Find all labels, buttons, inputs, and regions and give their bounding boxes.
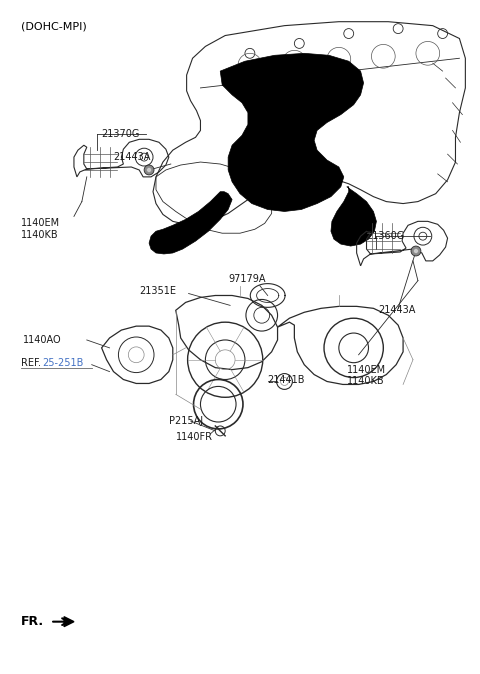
Text: 1140EM: 1140EM xyxy=(347,365,386,375)
Text: (DOHC-MPI): (DOHC-MPI) xyxy=(21,22,86,32)
Text: 97179A: 97179A xyxy=(228,274,265,284)
Text: 21370G: 21370G xyxy=(102,129,140,140)
Polygon shape xyxy=(64,617,74,627)
Text: 1140KB: 1140KB xyxy=(347,377,384,386)
Text: 1140FR: 1140FR xyxy=(176,432,213,442)
Circle shape xyxy=(144,165,154,175)
Polygon shape xyxy=(149,191,232,254)
Text: 21443A: 21443A xyxy=(378,305,416,315)
Text: REF.: REF. xyxy=(21,358,41,368)
Text: 21443A: 21443A xyxy=(113,152,151,162)
Polygon shape xyxy=(220,53,363,212)
Text: 1140KB: 1140KB xyxy=(21,231,58,240)
Text: 25-251B: 25-251B xyxy=(42,358,84,368)
Text: 1140EM: 1140EM xyxy=(21,218,60,228)
Text: 21441B: 21441B xyxy=(268,375,305,384)
Circle shape xyxy=(146,167,152,173)
Text: 1140AO: 1140AO xyxy=(23,335,61,345)
Text: 21351E: 21351E xyxy=(139,286,176,295)
Polygon shape xyxy=(331,187,376,246)
Circle shape xyxy=(413,249,419,253)
Text: FR.: FR. xyxy=(21,615,44,628)
Text: 21360G: 21360G xyxy=(367,231,405,241)
Circle shape xyxy=(411,246,421,256)
Text: P215AJ: P215AJ xyxy=(169,416,203,426)
